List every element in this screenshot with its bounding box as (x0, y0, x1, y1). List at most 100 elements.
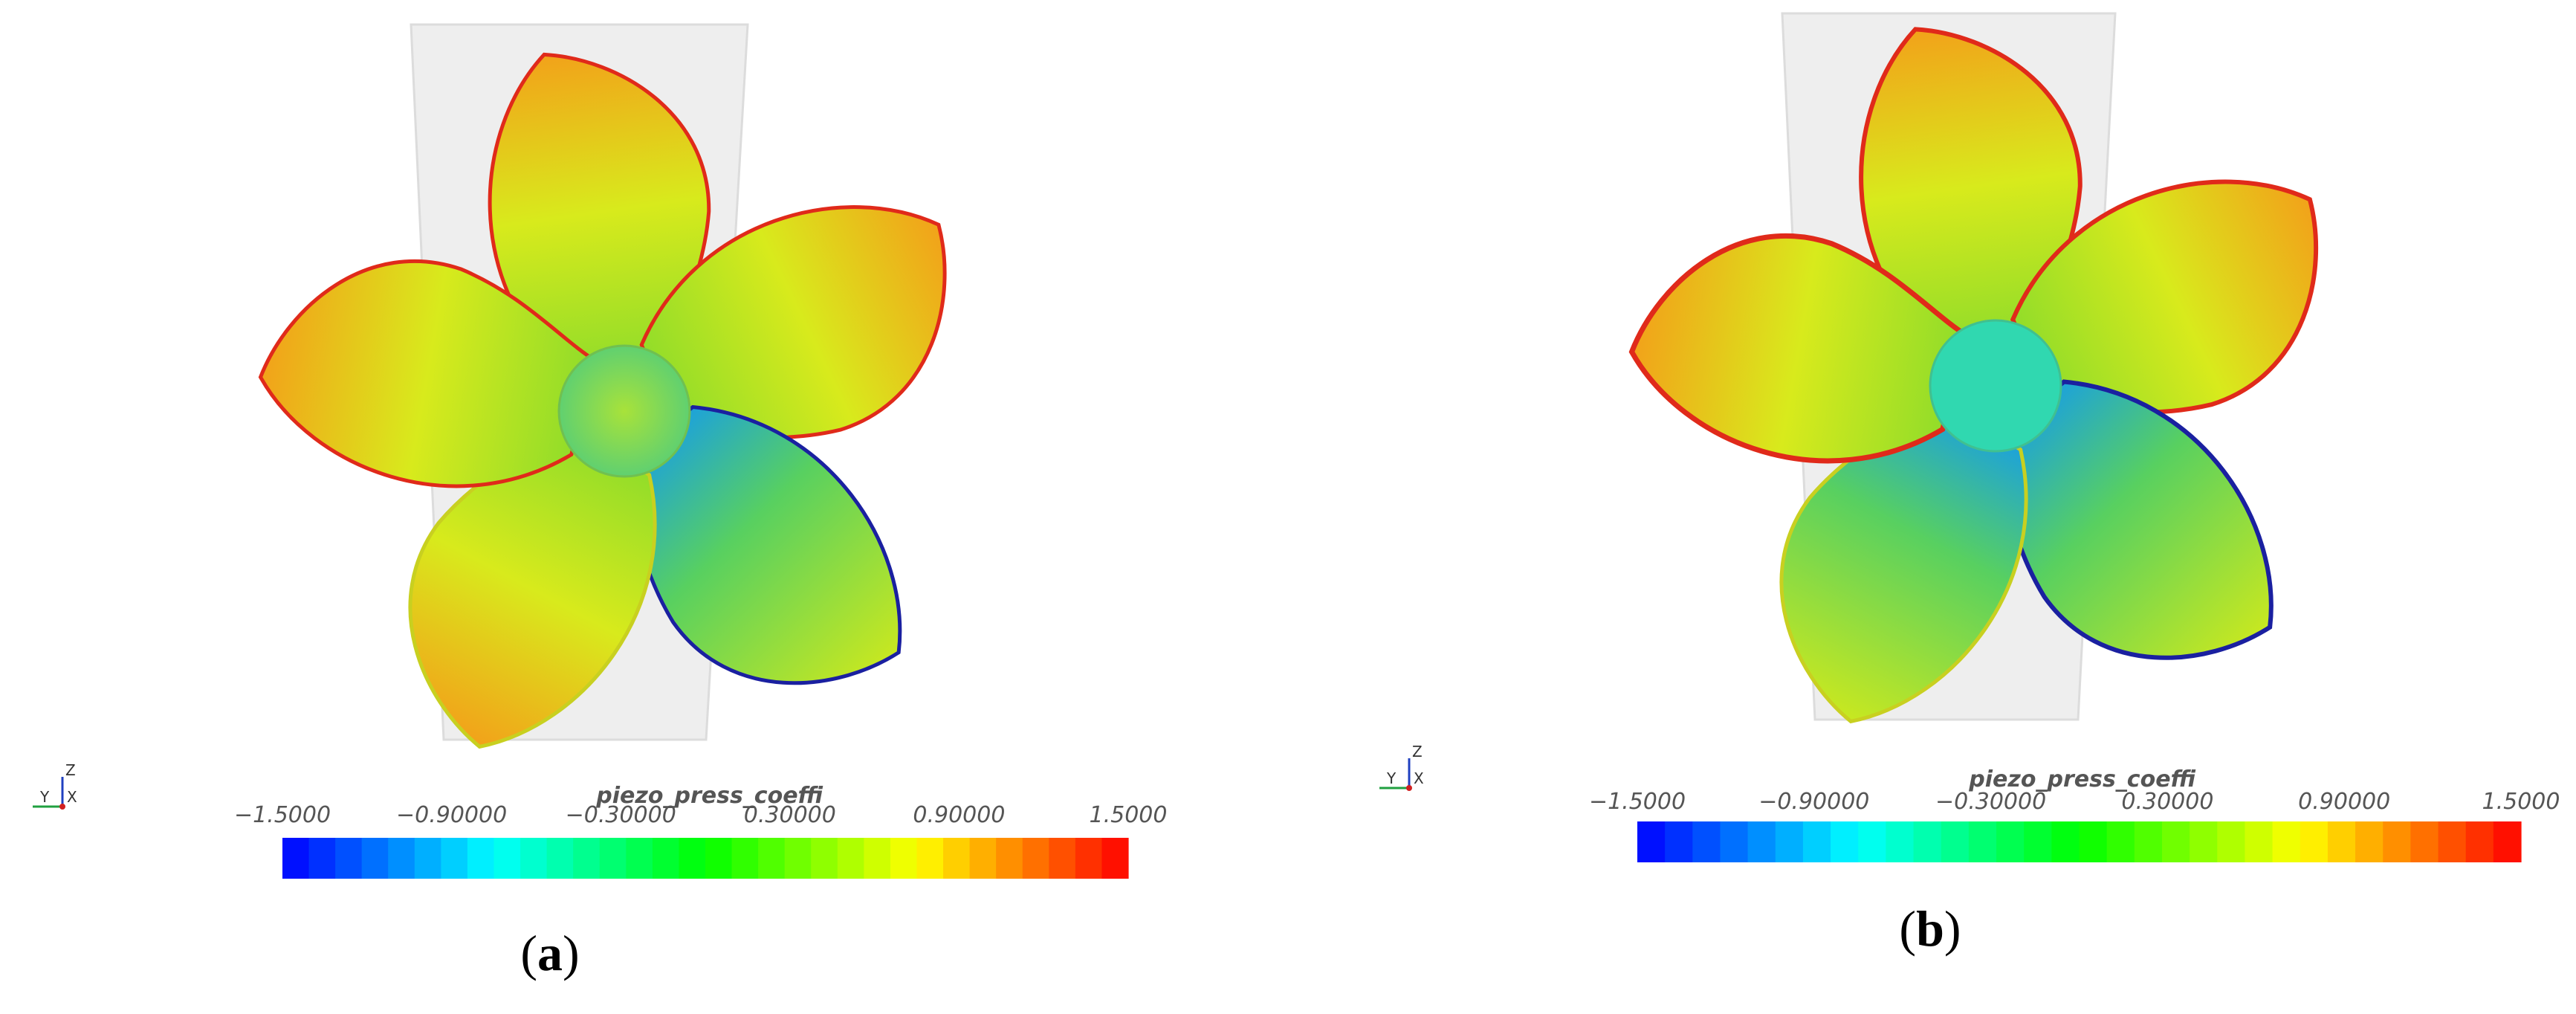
tick-label: −1.5000 (234, 802, 331, 828)
colorbar-cell (943, 838, 971, 879)
axis-label: Z (1412, 743, 1423, 760)
tick-label: −0.90000 (1758, 789, 1869, 815)
colorbar-cell (1886, 821, 1915, 862)
colorbar-cell (2272, 821, 2301, 862)
blades (1619, 10, 2373, 758)
colorbar-cell (388, 838, 415, 879)
colorbar-cell (493, 838, 521, 879)
tick-label: 0.90000 (913, 802, 1005, 828)
colorbar-cell (1913, 821, 1942, 862)
panel-label-part: a (537, 925, 563, 981)
colorbar-cell (652, 838, 680, 879)
colorbar-cell (864, 838, 891, 879)
colorbar-cell (1941, 821, 1970, 862)
colorbar-cell (1022, 838, 1049, 879)
panel-label: (a) (520, 925, 579, 981)
axis-triad: ZY X (1379, 743, 1424, 791)
colorbar-cell (414, 838, 441, 879)
panel-label-part: b (1916, 900, 1944, 957)
colorbar-cell (626, 838, 653, 879)
colorbar-cell (546, 838, 574, 879)
colorbar-cell (679, 838, 706, 879)
colorbar-cell (2300, 821, 2329, 862)
colorbar-cell (1858, 821, 1887, 862)
colorbar-cell (467, 838, 495, 879)
colorbar-cell (2106, 821, 2135, 862)
panel-label: (b) (1899, 900, 1961, 957)
tick-label: −1.5000 (1589, 789, 1686, 815)
tick-label: −0.90000 (396, 802, 507, 828)
axis-label: Z (65, 761, 76, 779)
colorbar-cell (731, 838, 759, 879)
colorbar-cell (1775, 821, 1804, 862)
axis-label: X (67, 788, 77, 806)
colorbar-cell (573, 838, 601, 879)
colorbar-cell (1802, 821, 1831, 862)
axis-label: Y (39, 788, 50, 806)
colorbar-cell (2051, 821, 2080, 862)
colorbar-title: piezo_press_coeffi (595, 783, 823, 809)
colorbar-cell (837, 838, 864, 879)
tick-label: 1.5000 (2482, 789, 2560, 815)
colorbar-cell (1996, 821, 2025, 862)
panel-label-part: ( (520, 925, 537, 981)
colorbar-title: piezo_press_coeffi (1968, 766, 2195, 792)
colorbar-cell (2383, 821, 2411, 862)
axis-triad: ZY X (33, 761, 77, 810)
colorbar-cell (2161, 821, 2190, 862)
colorbar-cell (1692, 821, 1721, 862)
axis-label: Y (1386, 769, 1397, 787)
panel-label-part: ( (1899, 900, 1916, 957)
hub (1929, 319, 2062, 453)
colorbar-cell (1665, 821, 1693, 862)
panel-label-part: ) (563, 925, 580, 981)
colorbar-cell (2465, 821, 2494, 862)
colorbar-cell (441, 838, 468, 879)
panel-label-part: ) (1944, 900, 1961, 957)
tick-label: 1.5000 (1090, 802, 1168, 828)
colorbar-cell (1831, 821, 1859, 862)
colorbar-cell (1049, 838, 1076, 879)
tick-label: −0.30000 (1935, 789, 2046, 815)
colorbar-cell (1720, 821, 1749, 862)
axis-x (1406, 785, 1412, 791)
colorbar-cell (282, 838, 310, 879)
colorbar-cell (969, 838, 997, 879)
colorbar-cell (335, 838, 363, 879)
colorbar-cell (705, 838, 733, 879)
colorbar-cell (2245, 821, 2274, 862)
tick-label: 0.30000 (2121, 789, 2213, 815)
colorbar-cell (2190, 821, 2218, 862)
propeller-a (247, 23, 1002, 783)
tick-label: 0.30000 (744, 802, 836, 828)
colorbar-cell (1101, 838, 1129, 879)
colorbar-cell (2024, 821, 2052, 862)
colorbar: piezo_press_coeffi −1.5000 −0.90000 −0.3000… (234, 783, 1168, 879)
colorbar-cell (361, 838, 389, 879)
colorbar-cell (1075, 838, 1103, 879)
axis-label: X (1414, 769, 1424, 787)
colorbar-cell (2355, 821, 2384, 862)
colorbar-cell (758, 838, 786, 879)
hub (557, 344, 691, 478)
colorbar-cell (2438, 821, 2467, 862)
axis-x (59, 804, 65, 810)
tick-label: 0.90000 (2298, 789, 2390, 815)
blades (247, 35, 1002, 783)
colorbar-cell (520, 838, 548, 879)
colorbar-cell (308, 838, 336, 879)
colorbar-cell (2493, 821, 2522, 862)
propeller-b (1619, 10, 2373, 758)
colorbar-cell (599, 838, 627, 879)
colorbar-cell (1968, 821, 1997, 862)
tick-label: −0.30000 (566, 802, 676, 828)
colorbar-cell (784, 838, 812, 879)
colorbar: piezo_press_coeffi −1.5000 −0.90000 −0.3000… (1589, 766, 2560, 862)
colorbar-cell (2217, 821, 2246, 862)
colorbar-cell (2410, 821, 2439, 862)
colorbar-cell (890, 838, 918, 879)
colorbar-cell (1637, 821, 1666, 862)
colorbar-cell (2134, 821, 2163, 862)
